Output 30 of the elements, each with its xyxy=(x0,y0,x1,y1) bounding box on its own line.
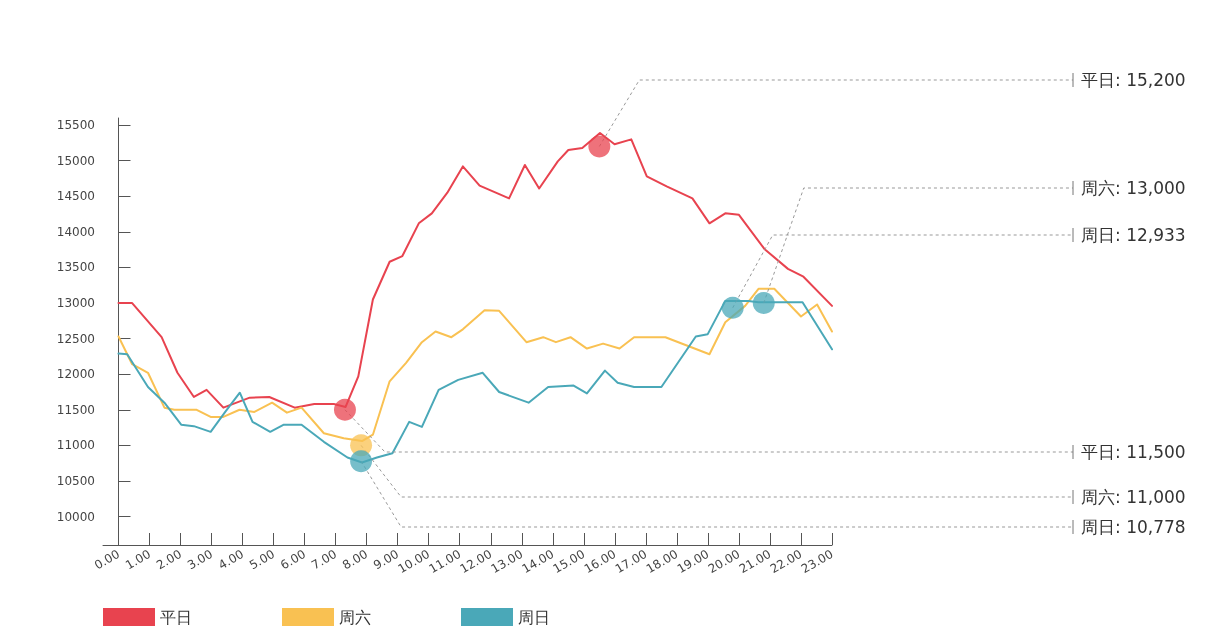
y-tick-label: 13000 xyxy=(56,296,95,311)
x-tick-label: 3.00 xyxy=(184,546,216,573)
y-tick-label: 12500 xyxy=(56,331,95,346)
annotation: 平日: 11,500 xyxy=(1081,442,1186,462)
y-tick-label: 12000 xyxy=(56,367,95,382)
annotation: 周六: 13,000 xyxy=(1081,178,1186,198)
y-tick-label: 10000 xyxy=(56,509,95,524)
annotation: 周日: 10,778 xyxy=(1081,517,1186,537)
x-tick-label: 6.00 xyxy=(278,546,309,573)
legend-label: 平日 xyxy=(160,607,192,627)
x-tick-label: 2.00 xyxy=(153,546,185,573)
y-tick-label: 15000 xyxy=(56,153,95,168)
y-tick-label: 10500 xyxy=(56,473,95,488)
y-tick-label: 14000 xyxy=(56,224,95,239)
x-tick-label: 4.00 xyxy=(215,546,247,573)
y-tick-label: 11000 xyxy=(56,438,95,453)
legend-label: 周日 xyxy=(518,607,550,627)
annotation: 周六: 11,000 xyxy=(1081,487,1186,507)
x-tick-label: 5.00 xyxy=(247,546,278,573)
x-tick-label: 1.00 xyxy=(122,546,154,573)
annotation: 平日: 15,200 xyxy=(1081,70,1186,90)
y-tick-label: 13500 xyxy=(56,260,95,275)
y-tick-label: 15500 xyxy=(56,118,95,133)
x-tick-label: 8.00 xyxy=(340,546,371,573)
annotation: 周日: 12,933 xyxy=(1081,225,1186,245)
y-tick-label: 14500 xyxy=(56,189,95,204)
x-tick-label: 0.00 xyxy=(91,546,123,573)
y-tick-label: 11500 xyxy=(56,402,95,417)
legend-label: 周六 xyxy=(339,607,371,627)
x-tick-label: 7.00 xyxy=(309,546,340,573)
